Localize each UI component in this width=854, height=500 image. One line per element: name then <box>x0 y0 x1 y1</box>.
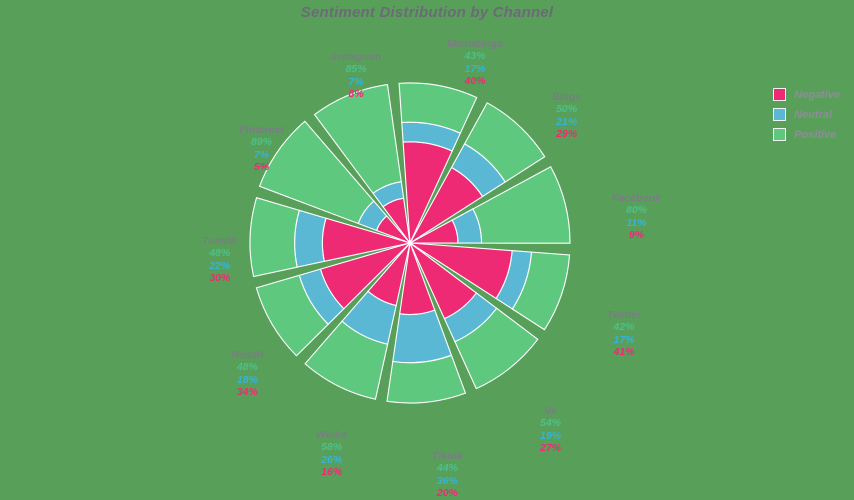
wedge-segment[interactable] <box>454 307 539 390</box>
channel-negative-value: 29% <box>556 128 578 141</box>
channel-positive-value: 50% <box>556 103 578 116</box>
channel-name: Facebook <box>612 192 662 204</box>
channel-neutral-value: 7% <box>253 148 270 161</box>
channel-name: Tumblr <box>202 235 238 247</box>
channel-positive-value: 85% <box>345 63 367 76</box>
channel-name: Weibo <box>316 429 348 441</box>
channel-negative-value: 5% <box>253 161 270 174</box>
legend-item-positive[interactable]: Positive <box>773 128 840 141</box>
channel-label-tiktok: Tiktok 44% 36% 20% <box>432 450 463 500</box>
channel-positive-value: 42% <box>613 321 635 334</box>
channel-neutral-value: 22% <box>209 259 231 272</box>
channel-name: Instagram <box>331 51 382 63</box>
channel-negative-value: 40% <box>464 75 486 88</box>
wedge-segment[interactable] <box>472 166 571 244</box>
channel-neutral-value: 26% <box>321 453 343 466</box>
channel-label-vk: Vk 54% 19% 27% <box>540 405 561 455</box>
channel-negative-value: 27% <box>540 442 562 455</box>
wedge-segment[interactable] <box>249 197 301 278</box>
channel-label-instagram: Instagram 85% 7% 8% <box>331 51 381 101</box>
wedge-segment[interactable] <box>392 309 453 364</box>
channel-name: Vk <box>544 405 557 417</box>
wedge-segment[interactable] <box>304 320 389 400</box>
channel-label-weibo: Weibo 58% 26% 16% <box>316 429 347 479</box>
channel-neutral-value: 18% <box>236 373 258 386</box>
channel-neutral-value: 7% <box>348 75 364 88</box>
channel-name: Tiktok <box>432 450 463 462</box>
channel-negative-value: 41% <box>613 346 635 359</box>
wedge-segment[interactable] <box>386 354 467 404</box>
wedge-segment[interactable] <box>511 251 571 331</box>
channel-positive-value: 58% <box>321 441 343 454</box>
channel-negative-value: 20% <box>436 487 458 500</box>
channel-label-reddit: Reddit 48% 18% 34% <box>231 349 264 399</box>
channel-name: Microblogs <box>447 38 504 50</box>
channel-neutral-value: 17% <box>613 333 635 346</box>
channel-name: Reddit <box>231 349 264 361</box>
channel-negative-value: 8% <box>348 88 364 101</box>
legend-label-positive: Positive <box>794 128 837 141</box>
wedge-segment[interactable] <box>463 102 546 183</box>
channel-negative-value: 30% <box>209 272 231 285</box>
legend-item-negative[interactable]: Negative <box>773 88 840 101</box>
page-title: Sentiment Distribution by Channel <box>300 4 554 21</box>
channel-positive-value: 89% <box>250 136 272 149</box>
channel-negative-value: 34% <box>236 386 258 399</box>
legend-label-neutral: Neutral <box>794 108 833 121</box>
wedge-segment[interactable] <box>398 82 478 134</box>
channel-name: Pinterest <box>239 124 284 136</box>
channel-neutral-value: 17% <box>464 62 486 75</box>
legend-swatch-positive <box>773 128 787 141</box>
wedge-group <box>249 82 571 404</box>
channel-label-microblogs: Microblogs 43% 17% 40% <box>447 38 503 88</box>
channel-negative-value: 9% <box>628 229 645 242</box>
channel-positive-value: 54% <box>540 417 562 430</box>
legend-item-neutral[interactable]: Neutral <box>773 108 840 121</box>
channel-neutral-value: 19% <box>540 429 562 442</box>
channel-label-twitter: Twitter 42% 17% 41% <box>607 309 641 359</box>
wedge-segment[interactable] <box>255 274 329 357</box>
polar-stacked-chart <box>249 82 571 404</box>
wedge-segment[interactable] <box>294 209 327 268</box>
legend: Negative Neutral Positive <box>773 88 840 141</box>
channel-label-facebook: Facebook 80% 11% 9% <box>612 192 661 242</box>
channel-label-blogs: Blogs 50% 21% 29% <box>552 91 581 141</box>
legend-swatch-negative <box>773 88 787 101</box>
channel-negative-value: 16% <box>321 466 343 479</box>
legend-swatch-neutral <box>773 108 787 121</box>
chart-canvas: Sentiment Distribution by Channel Negati… <box>202 4 840 499</box>
wedge-segment[interactable] <box>313 83 402 195</box>
channel-label-tumblr: Tumblr 48% 22% 30% <box>202 235 237 285</box>
channel-name: Blogs <box>552 91 582 103</box>
channel-neutral-value: 11% <box>626 216 647 229</box>
channel-positive-value: 44% <box>436 462 458 475</box>
channel-neutral-value: 21% <box>556 115 578 128</box>
channel-label-pinterest: Pinterest 89% 7% 5% <box>239 124 284 174</box>
channel-neutral-value: 36% <box>436 474 458 487</box>
channel-positive-value: 43% <box>464 50 486 63</box>
channel-positive-value: 80% <box>626 204 648 217</box>
channel-positive-value: 48% <box>236 361 258 374</box>
wedge-segment[interactable] <box>258 120 375 225</box>
channel-name: Twitter <box>607 309 642 321</box>
legend-label-negative: Negative <box>794 88 840 101</box>
channel-positive-value: 48% <box>209 247 231 260</box>
